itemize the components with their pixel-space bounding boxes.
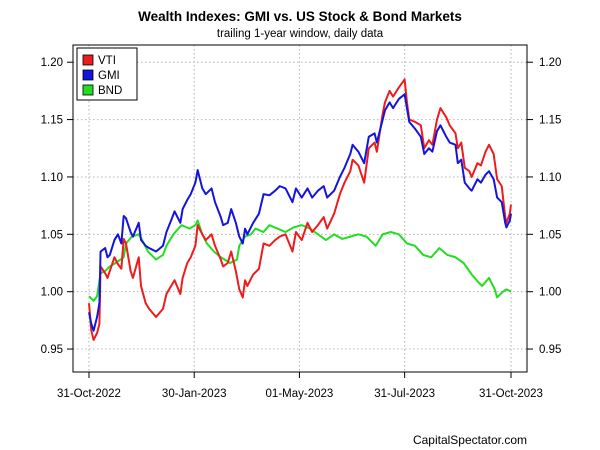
- x-tick-label: 31-Oct-2022: [57, 388, 121, 400]
- series-line-vti: [88, 78, 512, 341]
- legend-swatch-bnd: [82, 84, 94, 96]
- right-y-tick-label: 1.10: [539, 172, 561, 184]
- right-y-tick-label: 1.15: [539, 115, 561, 127]
- axes: 0.95 0.95 1.00 1.00 1.05 1.05 1.10 1.10 1.15 1.15…: [41, 57, 562, 400]
- chart-subtitle: trailing 1-year window, daily data: [217, 28, 384, 40]
- series-line-gmi: [88, 93, 512, 332]
- x-tick-label: 31-Oct-2023: [479, 388, 543, 400]
- credit-text: CapitalSpectator.com: [413, 433, 527, 447]
- chart-title: Wealth Indexes: GMI vs. US Stock & Bond …: [138, 9, 462, 24]
- x-tick-label: 01-May-2023: [266, 388, 334, 400]
- legend: VTI GMI BND: [76, 47, 138, 101]
- right-y-tick-label: 1.00: [539, 287, 561, 299]
- legend-label-gmi: GMI: [98, 70, 120, 82]
- x-tick-label: 31-Jul-2023: [374, 388, 435, 400]
- left-y-tick-label: 0.95: [41, 344, 63, 356]
- legend-swatch-gmi: [82, 69, 94, 81]
- series-lines: [88, 78, 512, 341]
- series-line-bnd: [88, 219, 512, 302]
- right-y-tick-label: 1.20: [539, 57, 561, 69]
- left-y-tick-label: 1.20: [41, 57, 63, 69]
- legend-label-bnd: BND: [98, 85, 122, 97]
- left-y-tick-label: 1.00: [41, 287, 63, 299]
- left-y-tick-label: 1.10: [41, 172, 63, 184]
- left-y-tick-label: 1.15: [41, 115, 63, 127]
- right-y-tick-label: 0.95: [539, 344, 561, 356]
- x-tick-label: 30-Jan-2023: [162, 388, 227, 400]
- plot-frame: [72, 44, 528, 373]
- right-y-tick-label: 1.05: [539, 229, 561, 241]
- left-y-tick-label: 1.05: [41, 229, 63, 241]
- legend-label-vti: VTI: [98, 55, 116, 67]
- legend-swatch-vti: [82, 54, 94, 66]
- gridlines: [73, 45, 527, 372]
